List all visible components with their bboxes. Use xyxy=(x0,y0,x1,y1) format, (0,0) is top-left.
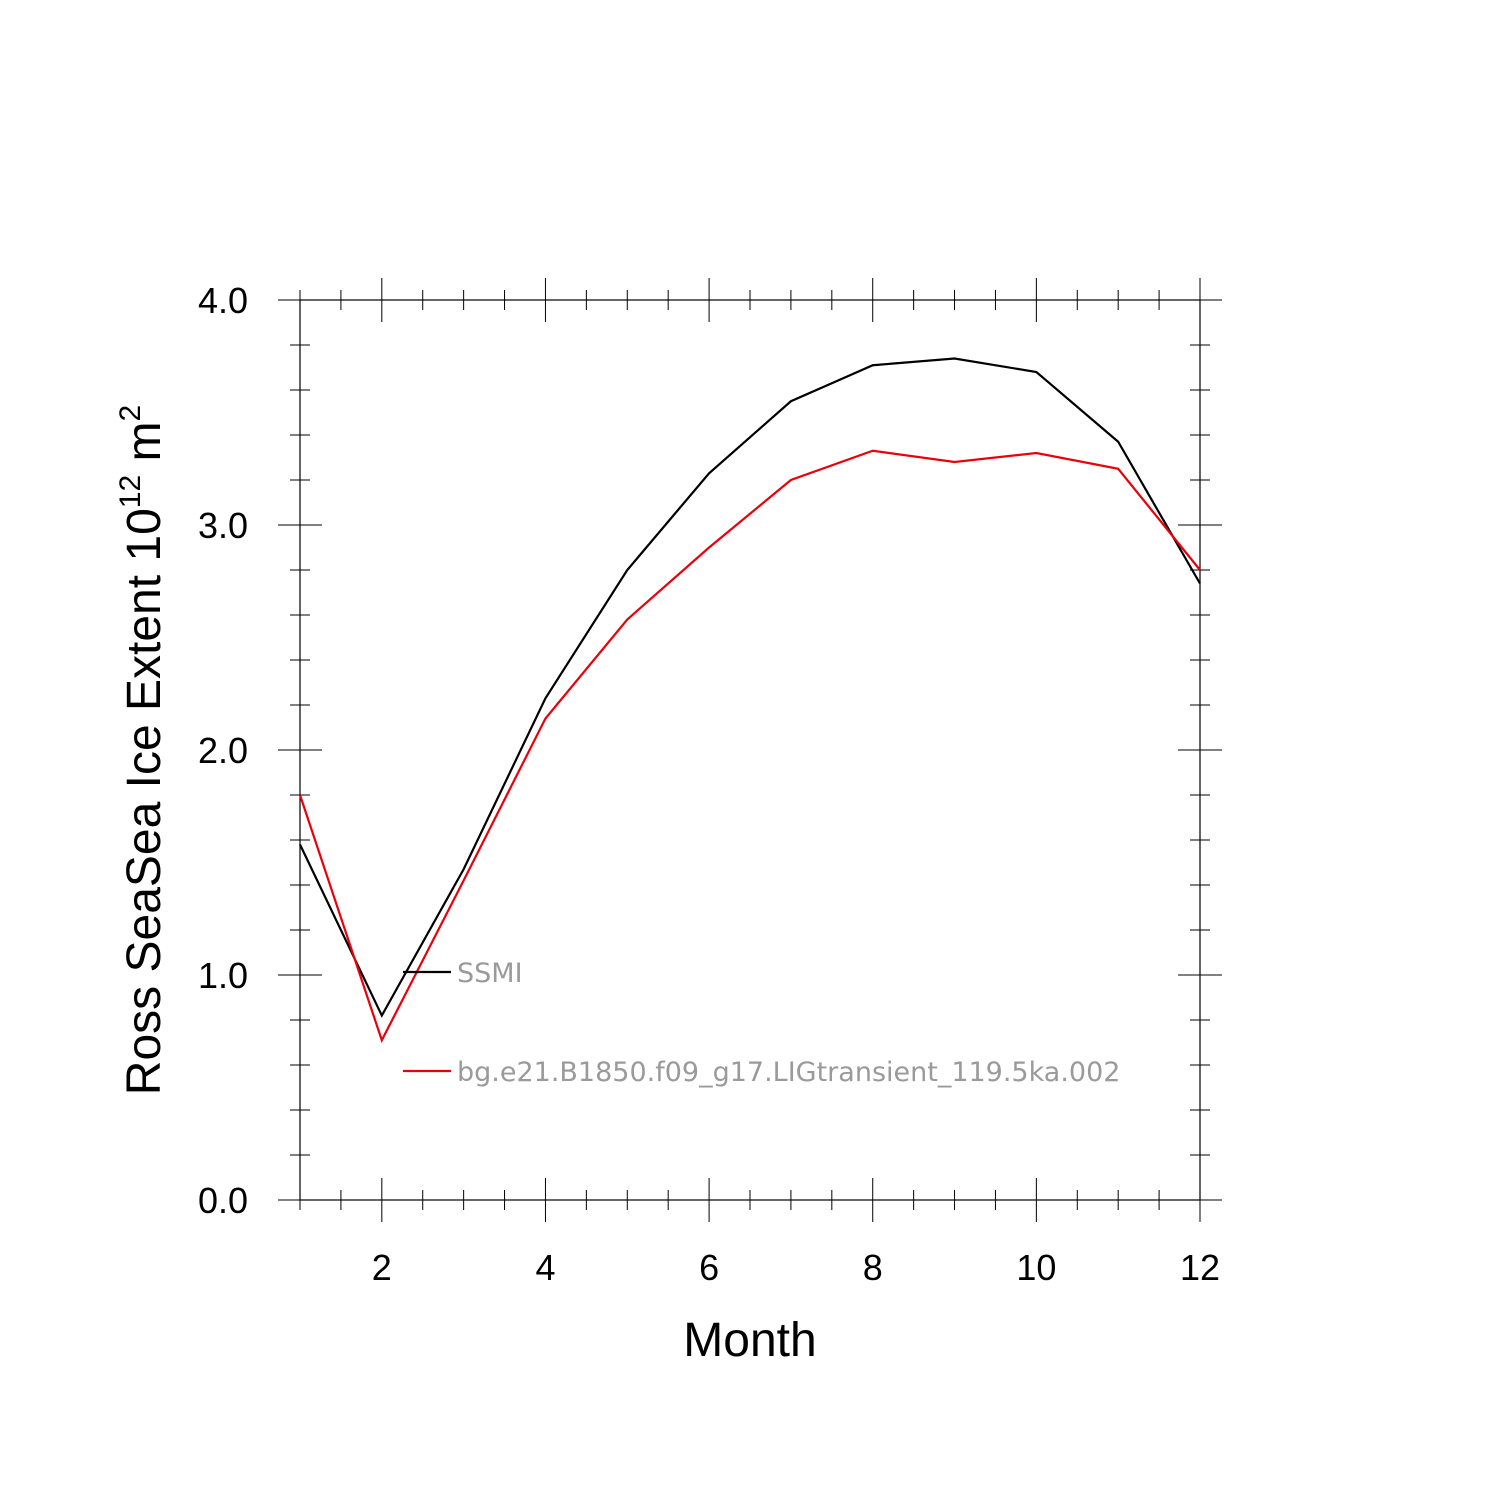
y-axis-title-exponent: 12 xyxy=(114,475,147,508)
y-axis-title-unit-exponent: 2 xyxy=(114,405,147,422)
x-axis-title: Month xyxy=(683,1314,816,1367)
y-tick-label: 2.0 xyxy=(198,730,248,771)
legend-label: SSMI xyxy=(457,958,523,989)
x-tick-label: 10 xyxy=(1016,1247,1056,1288)
y-axis-title-text: Ross SeaSea Ice Extent 10 xyxy=(118,508,171,1095)
y-axis-title-unit: m xyxy=(118,421,171,474)
axis-ticks xyxy=(278,278,1222,1222)
series-line-ligtransient xyxy=(298,449,1201,1044)
x-tick-label: 2 xyxy=(372,1247,392,1288)
y-tick-label: 3.0 xyxy=(198,505,248,546)
x-tick-label: 8 xyxy=(863,1247,883,1288)
x-tick-label: 6 xyxy=(699,1247,719,1288)
y-tick-label: 1.0 xyxy=(198,955,248,996)
legend: SSMI bg.e21.B1850.f09_g17.LIGtransient_11… xyxy=(403,958,1120,1088)
series-line-ssmi xyxy=(299,357,1201,1018)
series-lines xyxy=(298,357,1201,1044)
y-tick-label: 0.0 xyxy=(198,1180,248,1221)
y-axis-title: Ross SeaSea Ice Extent 1012 m2 xyxy=(114,405,171,1095)
x-tick-label: 12 xyxy=(1180,1247,1220,1288)
legend-label: bg.e21.B1850.f09_g17.LIGtransient_119.5k… xyxy=(457,1057,1120,1088)
x-tick-label: 4 xyxy=(535,1247,555,1288)
y-tick-label: 4.0 xyxy=(198,280,248,321)
axis-tick-labels: 2 4 6 8 10 12 0.0 1.0 2.0 3.0 4.0 xyxy=(198,280,1220,1288)
